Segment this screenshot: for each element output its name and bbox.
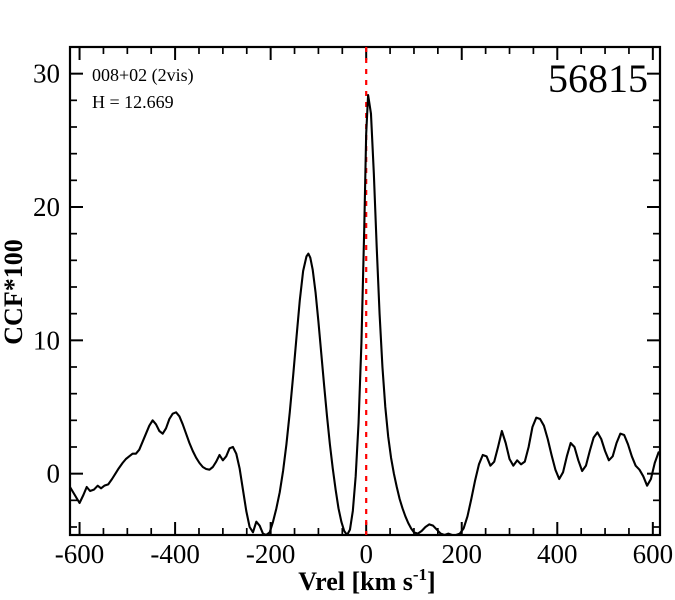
y-axis-major-ticks	[70, 72, 660, 475]
x-axis-tick-labels: -600 -400 -200 0 200 400 600	[55, 539, 673, 569]
y-tick-label: 30	[33, 59, 60, 89]
x-axis-title: Vrel [km s-1]	[298, 565, 435, 596]
y-tick-label: 0	[47, 459, 61, 489]
y-axis-title: CCF*100	[0, 239, 28, 344]
plot-frame	[68, 45, 662, 537]
x-tick-label: -600	[55, 539, 105, 569]
x-tick-label: 200	[441, 539, 482, 569]
y-tick-label: 20	[33, 192, 60, 222]
mjd-label: 56815	[548, 56, 648, 101]
h-magnitude-annotation: H = 12.669	[92, 92, 174, 112]
y-tick-label: 10	[33, 325, 60, 355]
axes-frame	[68, 45, 662, 537]
x-tick-label: -400	[150, 539, 200, 569]
y-axis-minor-ticks	[70, 46, 660, 528]
x-tick-label: 0	[359, 539, 373, 569]
star-id-annotation: 008+02 (2vis)	[92, 65, 194, 86]
ccf-data-curve	[70, 93, 660, 535]
x-tick-label: 400	[537, 539, 578, 569]
x-axis-minor-ticks	[102, 47, 630, 535]
x-tick-label: -200	[246, 539, 296, 569]
y-axis-tick-labels: 0 10 20 30	[33, 59, 60, 489]
x-tick-label: 600	[633, 539, 674, 569]
data-series-group	[70, 93, 660, 535]
